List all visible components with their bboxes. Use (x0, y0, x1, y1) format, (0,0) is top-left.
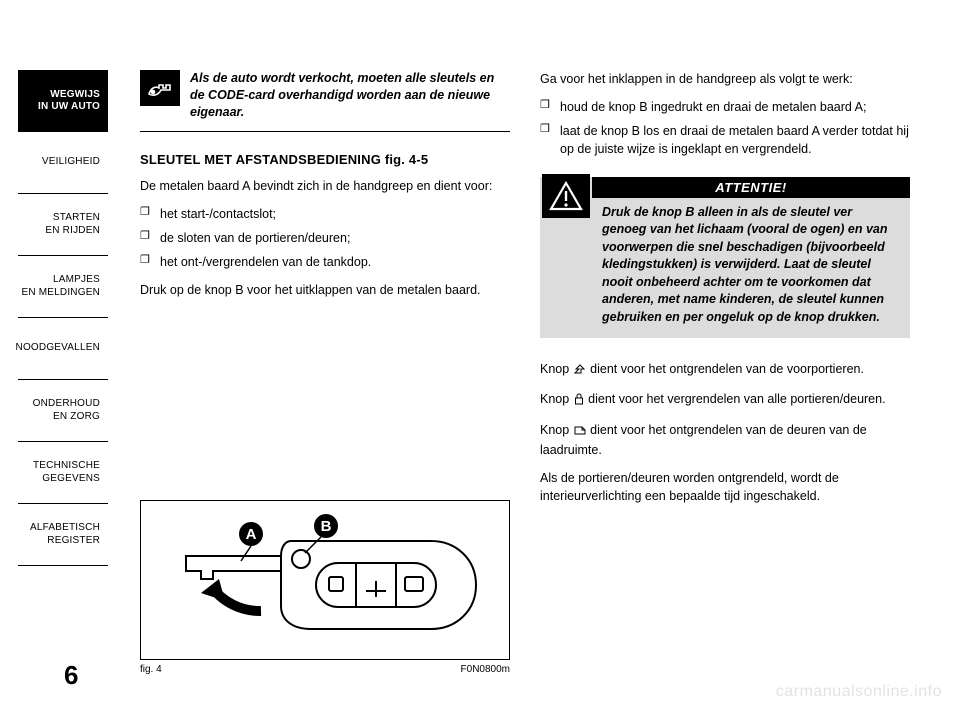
list-item: houd de knop B ingedrukt en draai de met… (540, 98, 910, 116)
figure-caption-left: fig. 4 (140, 664, 162, 675)
figure-caption-right: F0N0800m (461, 664, 510, 675)
figure-label-a: A (246, 526, 257, 543)
note-box: Als de auto wordt verkocht, moeten alle … (140, 70, 510, 132)
sidebar-label: WEGWIJSIN UW AUTO (38, 89, 100, 114)
sidebar-nav: WEGWIJSIN UW AUTO VEILIGHEID STARTENEN R… (18, 70, 108, 566)
warning-box: ATTENTIE! Druk de knop B alleen in als d… (540, 177, 910, 339)
lock-icon (573, 393, 585, 410)
paragraph: De metalen baard A bevindt zich in de ha… (140, 177, 510, 195)
sidebar-item-lampjes[interactable]: LAMPJESEN MELDINGEN (18, 256, 108, 318)
watermark: carmanualsonline.info (776, 683, 942, 701)
sidebar-label: NOODGEVALLEN (16, 342, 100, 355)
sidebar-label: ONDERHOUDEN ZORG (33, 398, 100, 423)
sidebar-item-technische[interactable]: TECHNISCHEGEGEVENS (18, 442, 108, 504)
trunk-icon (573, 424, 587, 441)
section-heading: SLEUTEL MET AFSTANDSBEDIENING fig. 4-5 (140, 152, 510, 167)
hand-key-icon (140, 70, 180, 106)
sidebar-item-onderhoud[interactable]: ONDERHOUDEN ZORG (18, 380, 108, 442)
sidebar-label: TECHNISCHEGEGEVENS (33, 460, 100, 485)
warning-triangle-icon (540, 174, 592, 327)
sidebar-item-register[interactable]: ALFABETISCHREGISTER (18, 504, 108, 566)
sidebar-label: VEILIGHEID (42, 156, 100, 169)
paragraph-lock: Knop dient voor het vergrendelen van all… (540, 390, 910, 410)
list-item: het ont-/vergrendelen van de tankdop. (140, 253, 510, 271)
list-item: laat de knop B los en draai de metalen b… (540, 122, 910, 158)
sidebar-label: ALFABETISCHREGISTER (30, 522, 100, 547)
list-item: het start-/contactslot; (140, 205, 510, 223)
figure-frame: A B (140, 500, 510, 660)
left-column: Als de auto wordt verkocht, moeten alle … (140, 70, 510, 309)
page-number: 6 (64, 660, 78, 691)
paragraph: Ga voor het inklappen in de handgreep al… (540, 70, 910, 88)
paragraph-unlock: Knop dient voor het ontgrendelen van de … (540, 360, 910, 380)
bullet-list: houd de knop B ingedrukt en draai de met… (540, 98, 910, 158)
bullet-list: het start-/contactslot; de sloten van de… (140, 205, 510, 271)
right-column: Ga voor het inklappen in de handgreep al… (540, 70, 910, 516)
sidebar-item-starten[interactable]: STARTENEN RIJDEN (18, 194, 108, 256)
sidebar-label: LAMPJESEN MELDINGEN (21, 274, 100, 299)
sidebar-item-veiligheid[interactable]: VEILIGHEID (18, 132, 108, 194)
figure-caption: fig. 4 F0N0800m (140, 664, 510, 675)
figure-label-b: B (321, 518, 332, 535)
paragraph: Druk op de knop B voor het uitklappen va… (140, 281, 510, 299)
note-text: Als de auto wordt verkocht, moeten alle … (190, 70, 510, 121)
unlock-icon (573, 363, 587, 380)
sidebar-label: STARTENEN RIJDEN (45, 212, 100, 237)
warning-title: ATTENTIE! (592, 177, 910, 198)
figure-4: A B fig. 4 F0N0800m (140, 500, 510, 675)
sidebar-item-wegwijs[interactable]: WEGWIJSIN UW AUTO (18, 70, 108, 132)
list-item: de sloten van de portieren/deuren; (140, 229, 510, 247)
paragraph-trunk: Knop dient voor het ontgrendelen van de … (540, 421, 910, 460)
paragraph: Als de portieren/deuren worden ontgrende… (540, 469, 910, 505)
warning-text: Druk de knop B alleen in als de sleutel … (602, 198, 898, 327)
sidebar-item-noodgevallen[interactable]: NOODGEVALLEN (18, 318, 108, 380)
